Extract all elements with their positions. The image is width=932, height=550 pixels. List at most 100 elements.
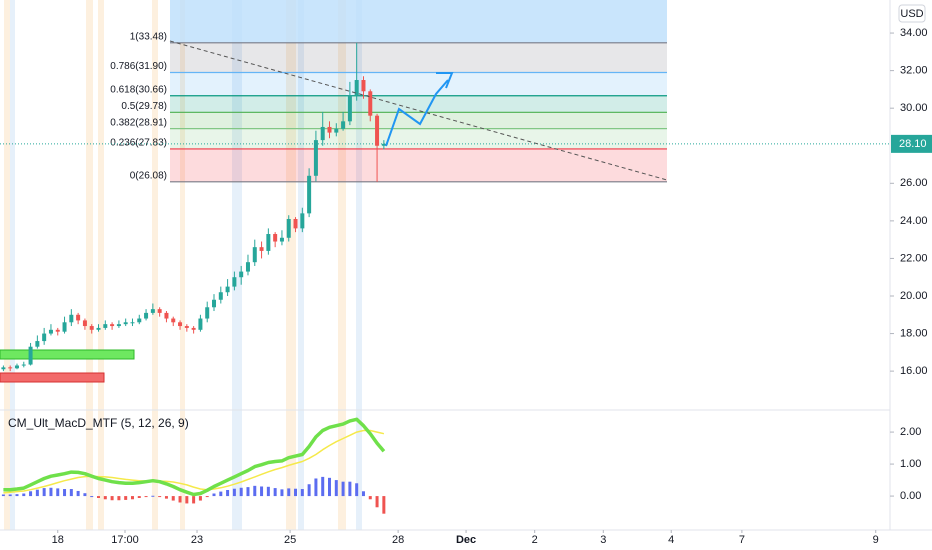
- histogram-bar: [239, 487, 243, 497]
- candle-body: [69, 314, 74, 323]
- candle-body: [103, 324, 108, 328]
- fib-label: 0.786(31.90): [110, 61, 167, 72]
- histogram-bar: [103, 496, 107, 500]
- currency-box: [898, 4, 926, 23]
- candle-body: [273, 234, 278, 242]
- histogram-bar: [49, 487, 53, 497]
- band: [4, 0, 10, 530]
- y-tick-label: 22.00: [900, 252, 928, 264]
- histogram-bar: [348, 481, 352, 497]
- currency: USD: [900, 8, 923, 20]
- histogram-bar: [287, 488, 291, 497]
- histogram-bar: [294, 488, 298, 497]
- y-tick-label: 20.00: [900, 290, 928, 302]
- histogram-bar: [300, 489, 304, 497]
- last-price-label: 28.10: [899, 138, 927, 150]
- candle-body: [1, 367, 6, 370]
- candle-body: [300, 213, 305, 229]
- histogram-bar: [232, 488, 236, 497]
- candle-body: [279, 237, 284, 242]
- arrow-head: [436, 72, 454, 89]
- histogram-bar: [63, 489, 67, 497]
- histogram-bar: [185, 496, 189, 504]
- candle-body: [21, 364, 26, 366]
- histogram-bar: [124, 496, 128, 500]
- band: [298, 0, 304, 530]
- candle-body: [171, 318, 176, 323]
- histogram-bar: [361, 491, 365, 497]
- candle-body: [184, 326, 189, 328]
- histogram-bar: [164, 496, 168, 499]
- histogram-bar: [29, 491, 33, 497]
- fib-zone: [170, 112, 667, 129]
- histogram-bar: [178, 496, 182, 503]
- candle-body: [89, 326, 94, 330]
- histogram-bar: [205, 496, 209, 498]
- histogram-bar: [35, 489, 39, 497]
- band: [86, 0, 93, 530]
- histogram-bar: [192, 496, 196, 504]
- fib-label: 0.5(29.78): [121, 101, 167, 112]
- candle-body: [164, 312, 169, 319]
- fib-label: 0.382(28.91): [110, 117, 167, 128]
- y-tick-label: 26.00: [900, 177, 928, 189]
- band: [180, 0, 185, 530]
- y2-tick-label: 2.00: [900, 426, 921, 438]
- candle-body: [110, 324, 115, 327]
- band: [232, 0, 242, 530]
- histogram-bar: [110, 496, 114, 501]
- signal-line: [3, 429, 385, 494]
- fibonacci-retracement: 1(33.48) 0.786(31.90) 0.618(30.66) 0.5(29.7…: [110, 0, 667, 183]
- histogram-bar: [8, 494, 12, 497]
- histogram-bar: [253, 485, 257, 497]
- candle-body: [116, 324, 121, 327]
- fib-label: 0.236(27.83): [110, 138, 167, 149]
- candle-body: [381, 143, 386, 146]
- candle-body: [225, 286, 230, 293]
- x-tick-label: 28: [392, 534, 404, 546]
- y-tick-label: 32.00: [900, 65, 928, 77]
- histogram-bar: [341, 481, 345, 497]
- histogram-bar: [42, 488, 46, 497]
- candle-body: [123, 322, 128, 325]
- x-tick-label: 2: [532, 534, 538, 546]
- candle-body: [341, 121, 346, 129]
- candle-body: [96, 327, 101, 330]
- session-bands: [4, 0, 362, 530]
- candle-body: [286, 218, 291, 238]
- histogram-bar: [355, 483, 359, 497]
- indicator-title: CM_Ult_MacD_MTF (5, 12, 26, 9): [8, 416, 189, 430]
- candle-body: [320, 126, 325, 141]
- candle-body: [198, 318, 203, 330]
- candle-body: [137, 318, 142, 323]
- macd-line: [3, 417, 386, 497]
- candle-body: [191, 327, 196, 330]
- band: [10, 0, 15, 530]
- candle-body: [82, 320, 87, 327]
- histogram-bar: [260, 486, 264, 497]
- band: [98, 0, 104, 530]
- histogram-bar: [314, 478, 318, 497]
- candle-body: [232, 277, 237, 287]
- support-zone: [0, 349, 135, 360]
- histogram-bar: [22, 493, 26, 497]
- histogram-bar: [273, 488, 277, 497]
- fib-label: 0.618(30.66): [110, 84, 167, 95]
- x-tick-label: 18: [52, 534, 64, 546]
- x-tick-label: 4: [668, 534, 674, 546]
- histogram-bar: [212, 493, 216, 497]
- candle-body: [42, 333, 47, 342]
- last-price-box: [891, 134, 932, 153]
- fib-zone: [170, 42, 667, 73]
- trend-line: [169, 40, 668, 181]
- candle-body: [205, 307, 210, 319]
- y-tick-label: 24.00: [900, 215, 928, 227]
- histogram-bar: [219, 491, 223, 497]
- candle-body: [252, 247, 257, 263]
- histogram-bar: [90, 496, 94, 498]
- candle-body: [368, 91, 373, 116]
- band: [356, 0, 362, 530]
- histogram-bar: [15, 494, 19, 497]
- candle-body: [178, 322, 183, 327]
